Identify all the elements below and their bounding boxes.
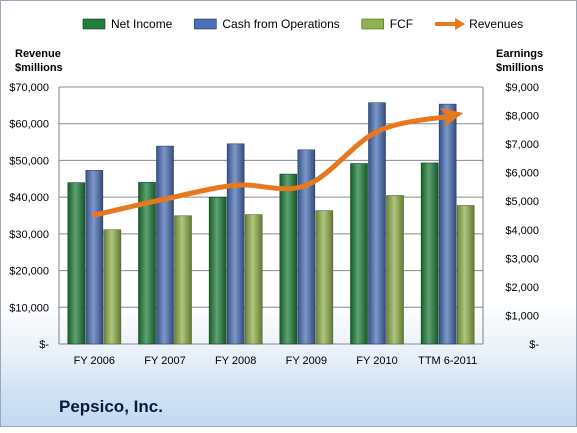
right-tick-label: $5,000 xyxy=(505,196,539,208)
right-tick-label: $4,000 xyxy=(505,225,539,237)
bar-fcf xyxy=(174,215,192,345)
bar-cash-from-operations xyxy=(85,170,104,345)
bar-net-income xyxy=(138,182,156,345)
x-tick-label: FY 2006 xyxy=(74,355,115,367)
legend: Net Income Cash from Operations FCF Revenue… xyxy=(82,17,523,31)
x-tick-label: TTM 6-2011 xyxy=(418,355,477,367)
bar-fcf xyxy=(386,195,404,345)
left-tick-label: $20,000 xyxy=(9,266,49,278)
left-tick-label: $50,000 xyxy=(9,155,49,167)
left-axis-title: Revenue xyxy=(15,48,61,60)
bar-net-income xyxy=(67,182,86,345)
right-tick-label: $7,000 xyxy=(505,139,539,151)
left-tick-label: $30,000 xyxy=(9,229,49,241)
company-name: Pepsico, Inc. xyxy=(59,397,163,416)
gridlines xyxy=(59,86,483,345)
right-tick-label: $- xyxy=(529,339,539,351)
right-axis-title: Earnings xyxy=(496,48,543,60)
legend-arrow-icon xyxy=(455,18,466,30)
x-tick-label: FY 2008 xyxy=(215,355,256,367)
legend-label: Revenues xyxy=(469,17,523,31)
legend-label: Net Income xyxy=(111,17,173,31)
revenue-line xyxy=(91,107,464,218)
bar-cash-from-operations xyxy=(156,145,174,345)
x-tick-label: FY 2009 xyxy=(286,355,327,367)
right-tick-label: $2,000 xyxy=(505,282,539,294)
right-tick-label: $3,000 xyxy=(505,253,539,265)
bar-fcf xyxy=(103,229,122,345)
bars xyxy=(67,102,475,345)
left-axis-unit: $millions xyxy=(15,62,63,74)
left-tick-label: $40,000 xyxy=(9,192,49,204)
right-tick-label: $9,000 xyxy=(505,82,539,94)
bar-fcf xyxy=(244,214,263,345)
legend-label: FCF xyxy=(390,17,413,31)
bar-net-income xyxy=(420,162,439,345)
left-tick-label: $60,000 xyxy=(9,119,49,131)
bar-net-income xyxy=(208,196,227,345)
x-tick-label: FY 2010 xyxy=(356,355,397,367)
bar-net-income xyxy=(350,163,368,345)
bar-cash-from-operations xyxy=(368,102,386,345)
left-tick-label: $10,000 xyxy=(9,302,49,314)
bar-net-income xyxy=(279,173,298,345)
bar-cash-from-operations xyxy=(226,143,245,345)
x-tick-label: FY 2007 xyxy=(144,355,185,367)
left-tick-label: $- xyxy=(39,339,49,351)
axes: $- $10,000 $20,000 $30,000 $40,000 $50,000 $60… xyxy=(9,82,539,367)
legend-swatch xyxy=(194,18,217,30)
legend-swatch xyxy=(361,18,385,30)
bar-cash-from-operations xyxy=(297,149,316,345)
legend-swatch xyxy=(82,18,106,30)
right-axis-unit: $millions xyxy=(496,62,544,74)
bar-fcf xyxy=(456,205,475,345)
bar-fcf xyxy=(315,210,334,345)
legend-label: Cash from Operations xyxy=(222,17,339,31)
right-tick-label: $8,000 xyxy=(505,111,539,123)
left-tick-label: $70,000 xyxy=(9,82,49,94)
right-tick-label: $6,000 xyxy=(505,168,539,180)
revenue-line-path xyxy=(91,107,464,218)
right-tick-label: $1,000 xyxy=(505,310,539,322)
bar-cash-from-operations xyxy=(438,103,457,345)
